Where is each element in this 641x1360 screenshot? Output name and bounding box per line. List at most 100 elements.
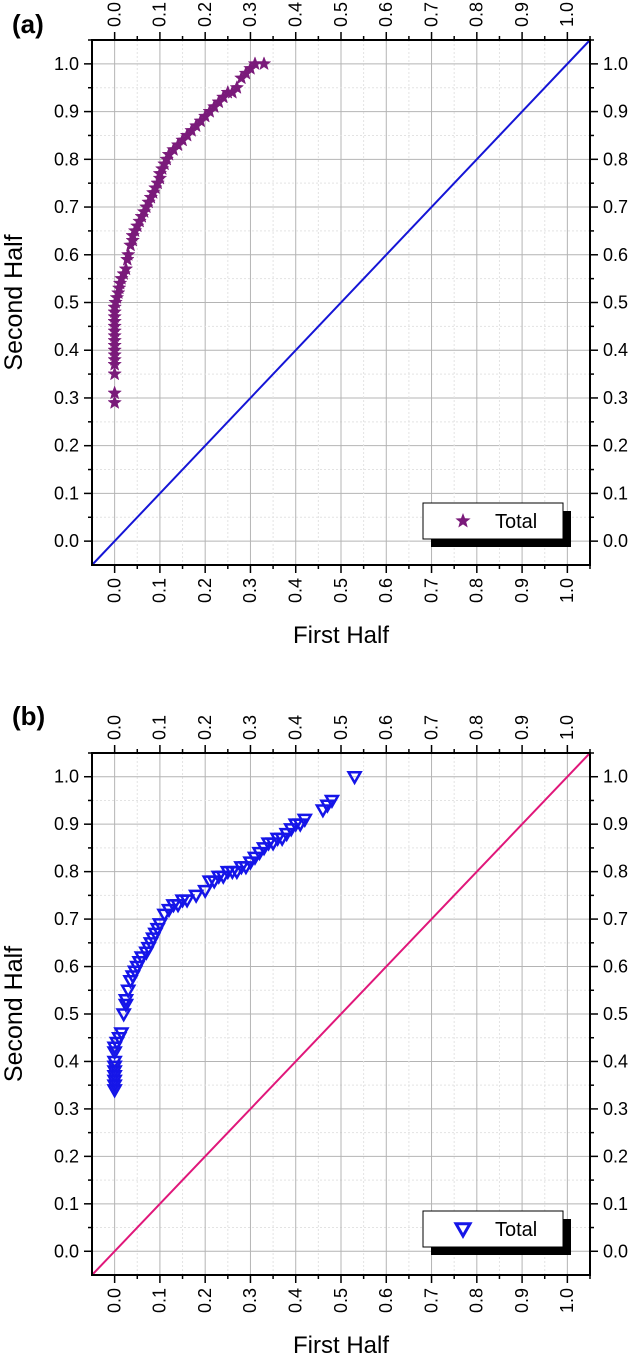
x-tick-label-top: 0.3 — [240, 715, 260, 740]
data-point — [111, 280, 127, 295]
y-tick-label-left: 0.3 — [54, 1099, 79, 1119]
x-tick-label-top: 0.4 — [285, 715, 305, 740]
y-tick-label-left: 0.0 — [54, 531, 79, 551]
y-tick-label-right: 1.0 — [603, 54, 628, 74]
axis-ticks: 0.0 0.0 0.1 0.1 0.2 0.2 0.3 0.3 0.4 0.4 0.5 0.5 0.6 0… — [54, 715, 628, 1313]
data-point — [107, 385, 122, 400]
data-point — [107, 347, 122, 362]
data-point — [107, 323, 122, 338]
y-tick-label-right: 0.5 — [603, 293, 628, 313]
y-tick-label-left: 0.9 — [54, 814, 79, 834]
y-tick-label-left: 0.7 — [54, 197, 79, 217]
x-tick-label-top: 0.6 — [376, 715, 396, 740]
x-tick-label-top: 0.3 — [240, 2, 260, 27]
data-point — [106, 1060, 123, 1075]
data-point — [229, 79, 245, 94]
reference-line — [91, 752, 591, 1276]
y-axis-label: Second Half — [0, 234, 28, 370]
x-tick-label-bottom: 0.9 — [512, 578, 532, 603]
y-tick-label-left: 0.0 — [54, 1241, 79, 1261]
x-tick-label-top: 0.2 — [195, 715, 215, 740]
y-tick-label-right: 0.6 — [603, 957, 628, 977]
data-point — [107, 394, 122, 409]
y-tick-label-left: 0.6 — [54, 957, 79, 977]
y-tick-label-right: 0.8 — [603, 862, 628, 882]
legend-label: Total — [495, 511, 537, 533]
x-tick-label-bottom: 0.6 — [376, 578, 396, 603]
panel-label: (b) — [12, 701, 45, 731]
data-point — [151, 918, 169, 933]
x-tick-label-bottom: 0.1 — [150, 1288, 170, 1313]
y-tick-label-right: 0.9 — [603, 814, 628, 834]
data-point — [107, 356, 122, 371]
y-tick-label-left: 0.9 — [54, 102, 79, 122]
data-point — [107, 299, 122, 314]
y-tick-label-left: 0.5 — [54, 1004, 79, 1024]
y-tick-label-left: 0.5 — [54, 293, 79, 313]
x-tick-label-top: 0.0 — [104, 715, 124, 740]
data-point — [115, 1008, 132, 1023]
y-tick-label-right: 0.0 — [603, 1241, 628, 1261]
x-tick-label-bottom: 0.5 — [331, 1288, 351, 1313]
data-point — [187, 889, 205, 904]
data-point — [346, 770, 363, 786]
y-tick-label-right: 0.1 — [603, 1194, 628, 1214]
legend-box — [422, 502, 564, 540]
data-point — [117, 998, 135, 1014]
x-tick-label-bottom: 0.5 — [331, 578, 351, 603]
y-tick-label-left: 0.1 — [54, 483, 79, 503]
y-tick-label-right: 0.3 — [603, 1099, 628, 1119]
x-tick-label-top: 1.0 — [557, 2, 577, 27]
chart-panel-b: (b)0.00.00.10.10.20.20.30.30.40.40.50.50… — [0, 701, 628, 1359]
data-point — [256, 56, 272, 71]
y-tick-label-left: 0.8 — [54, 862, 79, 882]
data-point — [178, 894, 196, 909]
x-tick-label-top: 0.6 — [376, 2, 396, 27]
data-point — [120, 984, 137, 999]
legend: Total — [422, 502, 571, 547]
data-point — [107, 337, 122, 352]
y-tick-label-left: 0.4 — [54, 1051, 79, 1071]
data-point — [296, 813, 313, 828]
y-tick-label-left: 0.1 — [54, 1194, 79, 1214]
panel-label: (a) — [12, 9, 44, 39]
data-point — [113, 1027, 130, 1042]
x-tick-label-top: 0.1 — [150, 715, 170, 740]
y-tick-label-right: 0.7 — [603, 909, 628, 929]
y-tick-label-right: 0.1 — [603, 483, 628, 503]
x-tick-label-top: 0.7 — [421, 715, 441, 740]
x-axis-label: First Half — [293, 1332, 389, 1359]
legend-label: Total — [495, 1219, 537, 1241]
legend: Total — [422, 1210, 571, 1255]
data-point — [118, 261, 134, 276]
x-tick-label-bottom: 0.2 — [195, 578, 215, 603]
x-axis-label: First Half — [293, 622, 389, 649]
x-tick-label-bottom: 0.8 — [467, 578, 487, 603]
x-tick-label-bottom: 0.4 — [285, 1288, 305, 1313]
series-points — [107, 56, 272, 409]
y-tick-label-right: 0.2 — [603, 1146, 628, 1166]
reference-line — [91, 39, 591, 566]
y-axis-label: Second Half — [0, 946, 28, 1082]
y-tick-label-right: 0.2 — [603, 436, 628, 456]
data-point — [323, 794, 341, 809]
data-point — [120, 251, 135, 266]
y-tick-label-left: 0.4 — [54, 340, 79, 360]
data-point — [107, 332, 122, 347]
y-tick-label-right: 0.0 — [603, 531, 628, 551]
x-tick-label-bottom: 1.0 — [557, 1288, 577, 1313]
x-tick-label-bottom: 0.3 — [240, 1288, 260, 1313]
y-tick-label-right: 0.4 — [603, 1051, 628, 1071]
y-tick-label-left: 1.0 — [54, 767, 79, 787]
x-tick-label-bottom: 1.0 — [557, 578, 577, 603]
data-point — [107, 342, 122, 357]
y-tick-label-right: 0.7 — [603, 197, 628, 217]
x-tick-label-top: 0.9 — [512, 715, 532, 740]
data-point — [107, 313, 122, 328]
x-tick-label-bottom: 0.6 — [376, 1288, 396, 1313]
y-tick-label-left: 0.2 — [54, 1146, 79, 1166]
data-point — [197, 884, 214, 900]
legend-marker — [453, 1222, 473, 1240]
x-tick-label-bottom: 0.1 — [150, 578, 170, 603]
